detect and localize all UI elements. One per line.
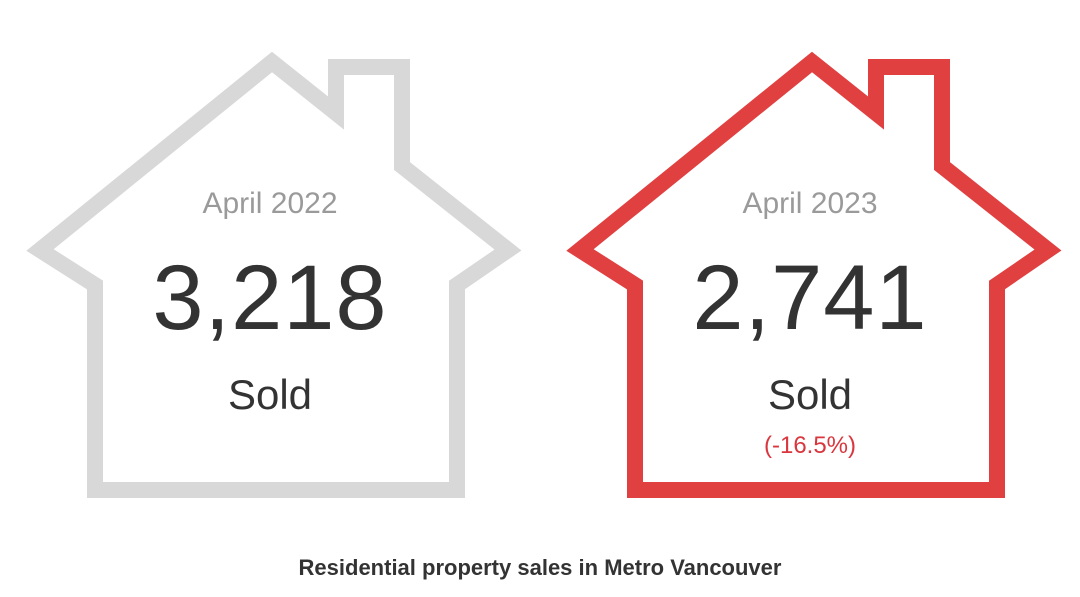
sold-count: 3,218	[152, 247, 388, 349]
house-card-april-2022: April 2022 3,218 Sold	[0, 0, 540, 520]
chart-caption: Residential property sales in Metro Vanc…	[298, 555, 782, 580]
sold-label: Sold	[227, 371, 313, 418]
house-outline-icon	[26, 51, 522, 498]
sold-count: 2,741	[692, 247, 928, 349]
percent-change: (-16.5%)	[763, 432, 857, 459]
house-outline-path	[566, 51, 1062, 498]
period-label: April 2023	[742, 187, 878, 220]
house-outline-icon	[566, 51, 1062, 498]
period-label: April 2022	[202, 187, 338, 220]
sold-label: Sold	[767, 371, 853, 418]
house-outline-path	[26, 51, 522, 498]
house-card-april-2023: April 2023 2,741 Sold (-16.5%)	[540, 0, 1080, 520]
